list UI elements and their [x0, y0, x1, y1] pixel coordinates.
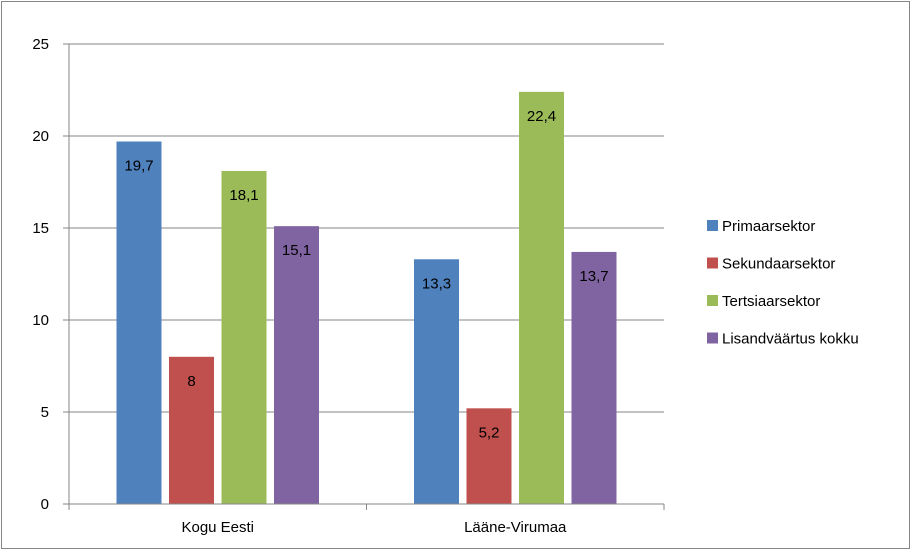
- data-label: 5,2: [479, 424, 500, 441]
- data-label: 15,1: [282, 242, 311, 259]
- legend: Primaarsektor Sekundaarsektor Tertsiaarsek…: [707, 218, 859, 348]
- legend-label: Tertsiaarsektor: [722, 293, 820, 310]
- data-label: 13,3: [422, 275, 451, 292]
- legend-label: Sekundaarsektor: [722, 256, 835, 273]
- legend-swatch: [707, 295, 718, 306]
- legend-swatch: [707, 220, 718, 231]
- bar: [571, 251, 617, 504]
- legend-swatch: [707, 257, 718, 269]
- gridlines: [69, 43, 664, 413]
- data-label: 18,1: [229, 187, 258, 204]
- bars: 19,7 13,3 8 5,2 18,1 22,4 15,1 13,7: [116, 91, 617, 504]
- bar: [414, 259, 459, 504]
- legend-item: Primaarsektor: [707, 218, 815, 235]
- legend-swatch: [707, 332, 718, 344]
- legend-label: Primaarsektor: [722, 218, 815, 235]
- y-tick-label: 10: [32, 312, 49, 329]
- x-tick-label: Kogu Eesti: [181, 519, 254, 536]
- bar: [274, 226, 319, 504]
- bar: [116, 141, 162, 504]
- y-tick-label: 0: [41, 496, 49, 513]
- legend-item: Lisandväärtus kokku: [707, 331, 859, 348]
- y-tick-label: 25: [32, 36, 49, 53]
- data-label: 19,7: [124, 158, 153, 175]
- x-tick-label: Lääne-Virumaa: [464, 519, 567, 536]
- bar: [466, 408, 512, 504]
- data-label: 8: [187, 373, 195, 390]
- legend-item: Sekundaarsektor: [707, 256, 835, 273]
- y-tick-label: 5: [41, 404, 49, 421]
- bar: [169, 356, 214, 504]
- legend-label: Lisandväärtus kokku: [722, 331, 859, 348]
- y-tick-label: 20: [32, 128, 49, 145]
- y-tick-label: 15: [32, 220, 49, 237]
- legend-item: Tertsiaarsektor: [707, 293, 820, 310]
- data-label: 13,7: [579, 268, 608, 285]
- bar: [221, 170, 267, 504]
- axes: 0 5 10 15 20 25 Kogu Eesti Lääne-Virumaa: [32, 36, 665, 536]
- data-label: 22,4: [527, 108, 556, 125]
- bar: [519, 91, 564, 504]
